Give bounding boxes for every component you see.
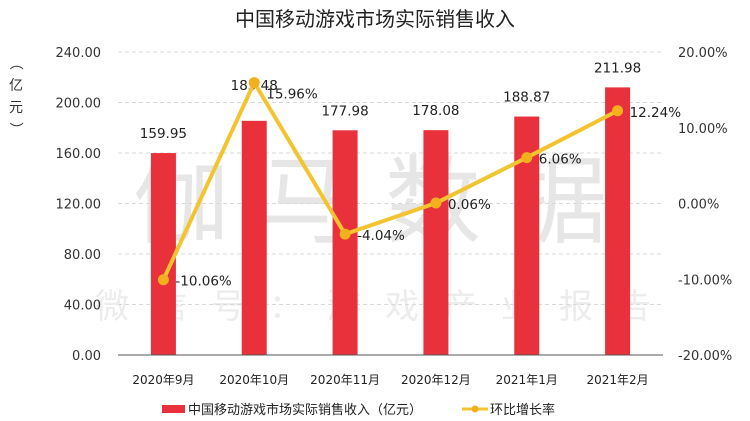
y-tick-label: 120.00 xyxy=(56,198,102,213)
legend-bar-label: 中国移动游戏市场实际销售收入（亿元） xyxy=(188,402,422,418)
line-value-label: 15.96% xyxy=(266,87,318,103)
y-tick-label: 40.00 xyxy=(64,299,101,314)
bar-value-label: 159.95 xyxy=(140,126,187,142)
bar-value-label: 178.08 xyxy=(412,103,459,119)
x-axis-categories: 2020年9月 2020年10月 2020年11月 2020年12月 2021年1月 20… xyxy=(132,373,648,387)
legend-line-label: 环比增长率 xyxy=(490,402,555,418)
line-point xyxy=(248,77,260,89)
y-tick-label: 80.00 xyxy=(64,248,101,263)
y-tick-label: 240.00 xyxy=(56,46,102,61)
y2-tick-label: 20.00% xyxy=(678,46,728,61)
chart-title: 中国移动游戏市场实际销售收入 xyxy=(235,7,515,31)
bar xyxy=(150,153,176,355)
x-category-label: 2020年12月 xyxy=(401,373,471,387)
line-value-label: 12.24% xyxy=(630,105,682,121)
y2-tick-label: -20.00% xyxy=(678,349,732,364)
line-point xyxy=(612,105,624,117)
y2-tick-label: 10.00% xyxy=(678,122,728,137)
bar-value-label: 211.98 xyxy=(594,60,641,76)
y-axis-label: （ 亿元 ） xyxy=(7,56,23,136)
line-value-label: 0.06% xyxy=(448,197,491,213)
svg-text:亿: 亿 xyxy=(9,78,23,94)
y2-tick-label: -10.00% xyxy=(678,273,732,288)
bar xyxy=(332,130,358,355)
legend: 中国移动游戏市场实际销售收入（亿元） 环比增长率 xyxy=(162,402,555,418)
line-value-label: -4.04% xyxy=(357,228,405,244)
svg-text:）: ） xyxy=(7,122,23,136)
y2-axis-ticks: -20.00% -10.00% 0.00% 10.00% 20.00% xyxy=(678,46,732,364)
bar-value-label: 188.87 xyxy=(503,90,550,106)
svg-text:（: （ xyxy=(7,56,23,70)
y-axis-ticks: 0.00 40.00 80.00 120.00 160.00 200.00 240.00 xyxy=(56,46,102,364)
watermark-sub: 微信号：游戏产业报告 xyxy=(95,287,675,327)
y-tick-label: 0.00 xyxy=(72,349,101,364)
svg-text:元: 元 xyxy=(9,100,23,116)
bar xyxy=(605,87,631,356)
x-category-label: 2020年9月 xyxy=(132,373,194,387)
x-category-label: 2021年2月 xyxy=(586,373,648,387)
line-value-label: -10.06% xyxy=(175,274,232,290)
x-category-label: 2021年1月 xyxy=(496,373,558,387)
line-point xyxy=(521,152,533,164)
bar-value-label: 177.98 xyxy=(321,103,368,119)
x-category-label: 2020年10月 xyxy=(219,373,289,387)
bar xyxy=(241,120,267,355)
x-category-label: 2020年11月 xyxy=(310,373,380,387)
y-tick-label: 200.00 xyxy=(56,97,102,112)
line-series: -10.06% 15.96% -4.04% 0.06% 6.06% 12.24% xyxy=(157,77,682,290)
bar xyxy=(423,130,449,355)
line-point xyxy=(339,228,351,240)
y2-tick-label: 0.00% xyxy=(678,198,719,213)
line-point xyxy=(157,274,169,286)
y-tick-label: 160.00 xyxy=(56,147,102,162)
line-point xyxy=(430,197,442,209)
line-value-label: 6.06% xyxy=(539,152,582,168)
legend-bar-swatch xyxy=(162,405,185,413)
